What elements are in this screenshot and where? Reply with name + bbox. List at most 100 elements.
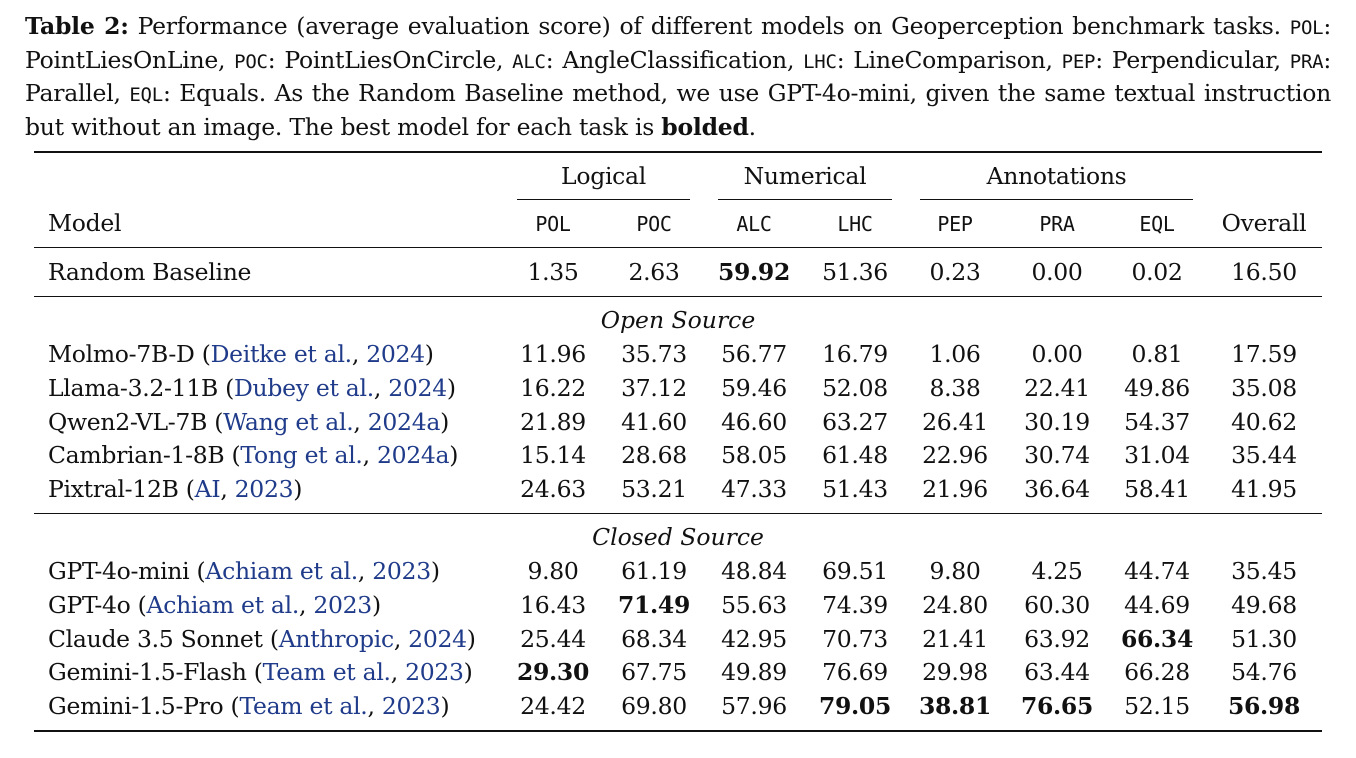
table-cell: 57.96: [721, 692, 787, 720]
table-cell: 76.69: [822, 658, 888, 686]
caption-text: : AngleClassification,: [545, 45, 804, 74]
table-cell: 53.21: [621, 475, 687, 503]
table-cell: 74.39: [822, 591, 888, 619]
caption-text: : LineComparison,: [836, 45, 1062, 74]
table-cell: 30.74: [1024, 441, 1090, 469]
table-cell: 35.73: [621, 340, 687, 368]
caption-abbrev: PEP: [1061, 50, 1096, 73]
table-cell: 58.41: [1124, 475, 1190, 503]
table-cell: 56.98: [1227, 692, 1301, 720]
table-cell: 16.50: [1231, 258, 1297, 286]
citation-year-link[interactable]: 2023: [405, 658, 464, 686]
table-cell: 66.28: [1124, 658, 1190, 686]
table-cell: 0.81: [1131, 340, 1183, 368]
table-cell: 24.42: [520, 692, 586, 720]
model-name: Qwen2-VL-7B: [48, 408, 208, 436]
table-cell: 47.33: [721, 475, 787, 503]
citation-year-link[interactable]: 2024a: [376, 441, 450, 469]
table-cell: 22.96: [922, 441, 988, 469]
table-cell: 11.96: [520, 340, 586, 368]
table-cell: 35.45: [1231, 557, 1297, 585]
citation-year-link[interactable]: 2023: [372, 557, 431, 585]
citation-link[interactable]: Dubey et al.: [234, 374, 374, 402]
table-cell: 28.68: [621, 441, 687, 469]
table-cell: 61.48: [822, 441, 888, 469]
table-cell: 46.60: [721, 408, 787, 436]
table-cell: 21.89: [520, 408, 586, 436]
group-underline: [920, 199, 1193, 200]
citation-year-link[interactable]: 2024: [388, 374, 447, 402]
table-cell: 0.00: [1031, 340, 1083, 368]
group-underline: [517, 199, 690, 200]
table-cell: 4.25: [1031, 557, 1083, 585]
model-name: Pixtral-12B: [48, 475, 179, 503]
table-cell: 63.44: [1024, 658, 1090, 686]
column-header-overall: Overall: [1221, 209, 1307, 237]
table-cell: 8.38: [929, 374, 981, 402]
citation-link[interactable]: Anthropic: [278, 625, 394, 653]
citation-year-link[interactable]: 2024: [366, 340, 425, 368]
model-name: Cambrian-1-8B: [48, 441, 225, 469]
caption-abbrev: EQL: [129, 84, 163, 106]
table-cell: 30.19: [1024, 408, 1090, 436]
row-label: GPT-4o (Achiam et al., 2023): [48, 591, 381, 619]
citation-year-link[interactable]: 2023: [313, 591, 372, 619]
table-cell: 59.46: [721, 374, 787, 402]
row-label: Molmo-7B-D (Deitke et al., 2024): [48, 340, 434, 368]
row-label: GPT-4o-mini (Achiam et al., 2023): [48, 557, 440, 585]
table-cell: 67.75: [621, 658, 687, 686]
table-cell: 69.51: [822, 557, 888, 585]
column-header-pra: PRA: [1039, 212, 1075, 236]
table-cell: 41.95: [1231, 475, 1297, 503]
citation-link[interactable]: Achiam et al.: [205, 557, 358, 585]
table-cell: 66.34: [1120, 625, 1194, 653]
citation-link[interactable]: Achiam et al.: [146, 591, 300, 619]
row-label: Qwen2-VL-7B (Wang et al., 2024a): [48, 408, 449, 436]
caption-text: .: [748, 112, 756, 141]
section-title: Open Source: [600, 306, 756, 334]
citation-link[interactable]: Team et al.: [239, 692, 368, 720]
column-header-pep: PEP: [937, 212, 973, 236]
table-cell: 0.23: [929, 258, 981, 286]
caption-abbrev: POC: [234, 50, 268, 73]
citation-link[interactable]: Team et al.: [262, 658, 391, 686]
table-cell: 16.43: [520, 591, 586, 619]
citation-link[interactable]: Tong et al.: [240, 441, 363, 469]
table-cell: 58.05: [721, 441, 787, 469]
row-label: Claude 3.5 Sonnet (Anthropic, 2024): [48, 625, 476, 653]
table-cell: 15.14: [520, 441, 586, 469]
table-cell: 37.12: [621, 374, 687, 402]
row-label: Llama-3.2-11B (Dubey et al., 2024): [48, 374, 456, 402]
citation-year-link[interactable]: 2024: [408, 625, 467, 653]
group-underline: [718, 199, 892, 200]
table-cell: 71.49: [617, 591, 691, 619]
table-cell: 40.62: [1231, 408, 1297, 436]
table-cell: 63.92: [1024, 625, 1090, 653]
caption-text: : PointLiesOnLine,: [25, 12, 1331, 74]
citation-link[interactable]: AI: [194, 475, 221, 503]
model-name: Gemini-1.5-Pro: [48, 692, 224, 720]
citation-link[interactable]: Deitke et al.: [210, 340, 353, 368]
table-cell: 16.22: [520, 374, 586, 402]
table-cell: 49.89: [721, 658, 787, 686]
table-cell: 0.00: [1031, 258, 1083, 286]
citation-year-link[interactable]: 2023: [381, 692, 441, 720]
caption-abbrev: PRA: [1289, 50, 1324, 73]
model-name: GPT-4o-mini: [48, 557, 190, 585]
column-header-model: Model: [48, 209, 122, 237]
column-header-lhc: LHC: [837, 212, 873, 236]
table-cell: 24.63: [520, 475, 586, 503]
table-cell: 26.41: [922, 408, 988, 436]
caption-text: : Perpendicular,: [1095, 45, 1290, 74]
model-name: Gemini-1.5-Flash: [48, 658, 247, 686]
bottom-rule: [34, 730, 1322, 732]
citation-year-link[interactable]: 2024a: [367, 408, 441, 436]
group-header-logical: Logical: [561, 162, 646, 190]
table-cell: 61.19: [621, 557, 687, 585]
group-header-annotations: Annotations: [986, 162, 1127, 190]
table-cell: 49.86: [1124, 374, 1190, 402]
citation-link[interactable]: Wang et al.: [223, 408, 354, 436]
table-cell: 54.76: [1231, 658, 1297, 686]
citation-year-link[interactable]: 2023: [234, 475, 294, 503]
table-cell: 1.06: [929, 340, 981, 368]
